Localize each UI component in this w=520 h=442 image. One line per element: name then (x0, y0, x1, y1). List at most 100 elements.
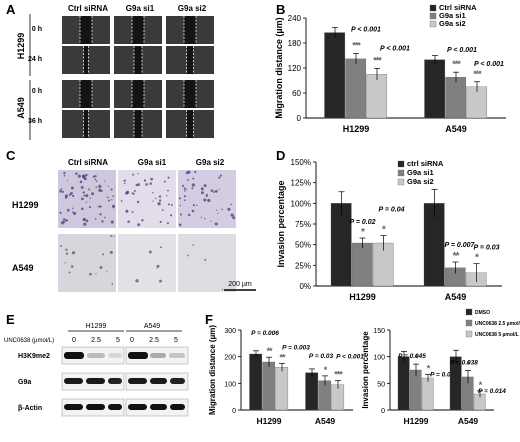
invading-cell (218, 176, 221, 179)
legend-swatch (465, 308, 473, 316)
invading-cell (137, 172, 139, 175)
invading-cell (152, 200, 154, 202)
panel-label-d: D (276, 148, 286, 163)
blot-header-a549: A549 (144, 323, 160, 330)
chart-b-migration-sirna: Migration distance (µm) 0 60 120 180 240 H1299… (274, 3, 506, 134)
invading-cell (219, 174, 222, 177)
p-value-annotation: P < 0.001 (447, 47, 477, 54)
invading-cell (97, 205, 100, 208)
invading-cell (159, 220, 162, 223)
invading-cell (60, 188, 63, 191)
invading-cell (85, 201, 88, 204)
invading-cell (152, 192, 154, 194)
invading-cell (156, 264, 160, 268)
invading-cell (63, 174, 66, 177)
invading-cell (135, 279, 139, 283)
bar (262, 361, 276, 411)
legend-swatch (465, 319, 473, 327)
panel-c-invasion-figure: Ctrl siRNA G9a si1 G9a si2 H1299 A549 20… (12, 158, 256, 292)
significance-stars: *** (452, 59, 461, 69)
row-label-a549: A549 (12, 263, 34, 273)
bar (421, 377, 434, 411)
blot-band (150, 404, 167, 410)
invading-cell (95, 180, 98, 182)
invading-cell (131, 211, 134, 213)
invading-cell (104, 180, 106, 182)
invading-cell (75, 172, 78, 175)
bar (345, 58, 367, 119)
row-label-h1299: H1299 (12, 200, 39, 210)
invading-cell (66, 180, 68, 182)
p-value-annotation: P = 0.045 (398, 353, 426, 360)
invading-cell (80, 185, 84, 189)
panel-label-e: E (6, 312, 15, 327)
invading-cell (77, 174, 81, 178)
invading-cell (214, 222, 218, 226)
p-value-annotation: P = 0.038 (450, 360, 478, 367)
y-axis-label: Migration distance (µm) (274, 17, 284, 118)
invading-cell (192, 204, 195, 207)
invading-cell (167, 189, 169, 192)
invading-cell (72, 194, 75, 198)
y-tick-label: 200 (224, 355, 236, 362)
legend-swatch (397, 160, 405, 168)
dose-label: 2.5 (91, 337, 101, 344)
column-header-g9a-si1: G9a si1 (138, 158, 167, 167)
invading-cell (207, 198, 211, 203)
invading-cell (95, 273, 97, 275)
invading-cell (91, 192, 95, 196)
legend-entry: G9a si2 (439, 19, 466, 28)
invading-cell (204, 258, 207, 261)
invading-cell (157, 202, 161, 206)
invading-cell (104, 216, 106, 219)
legend-entry: UNC0638 2.5 µmol/L (475, 321, 520, 327)
invading-cell (218, 188, 220, 190)
invading-cell (133, 190, 136, 192)
invading-cell (184, 190, 186, 192)
invading-cell (170, 203, 173, 206)
y-tick-label: 25% (295, 261, 311, 270)
invading-cell (111, 204, 116, 208)
bar (366, 74, 388, 119)
y-tick-label: 150 (373, 328, 385, 335)
y-axis-label: Migration distance (µm) (208, 325, 217, 415)
significance-stars: *** (473, 69, 482, 79)
y-tick-label: 50 (377, 381, 385, 388)
invading-cell (183, 187, 186, 190)
wound-gap (186, 110, 194, 138)
invading-cell (149, 182, 152, 185)
invading-cell (98, 184, 102, 189)
invading-cell (214, 189, 218, 193)
invading-cell (125, 209, 129, 213)
significance-stars: * (324, 365, 328, 375)
invading-cell (135, 183, 138, 187)
invading-cell (191, 183, 196, 187)
invading-cell (120, 200, 123, 202)
p-value-annotation: P < 0.001 (351, 26, 381, 33)
invading-cell (59, 211, 62, 214)
invading-cell (185, 188, 187, 191)
panel-label-c: C (6, 148, 16, 163)
invading-cell (181, 184, 185, 188)
wound-gap (132, 80, 144, 108)
bar (409, 369, 422, 411)
wound-gap (134, 110, 142, 138)
blot-header-h1299: H1299 (86, 323, 107, 330)
p-value-annotation: P = 0.007 (445, 242, 476, 249)
legend-swatch (429, 4, 437, 12)
invading-cell (132, 192, 135, 195)
invading-cell (183, 195, 186, 198)
invading-cell (178, 197, 182, 200)
y-tick-label: 100 (373, 355, 385, 362)
row-label-a549: A549 (16, 97, 26, 119)
column-header-ctrl-sirna: Ctrl siRNA (68, 158, 108, 167)
invading-cell (216, 209, 218, 211)
p-value-annotation: P = 0.03 (473, 245, 499, 252)
significance-stars: * (475, 253, 479, 264)
invading-cell (110, 220, 114, 224)
y-tick-label: 120 (288, 64, 302, 73)
y-tick-label: 240 (288, 14, 302, 23)
band-label-g9a: G9a (18, 379, 31, 386)
p-value-annotation: P < 0.001 (474, 61, 504, 68)
invading-cell (158, 195, 162, 198)
